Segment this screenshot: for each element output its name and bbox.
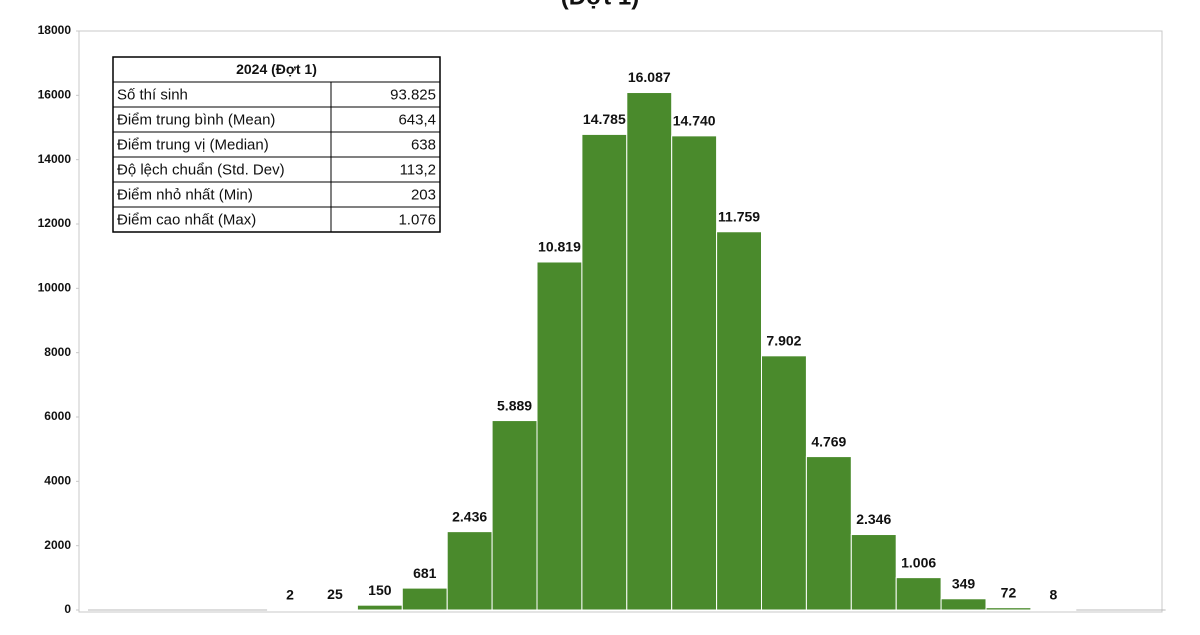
table-label: Điểm nhỏ nhất (Min): [117, 186, 253, 203]
table-value: 643,4: [398, 111, 436, 128]
y-tick-label: 10000: [38, 281, 72, 295]
y-tick-label: 4000: [44, 474, 71, 488]
bar: [357, 605, 402, 610]
data-label: 14.785: [583, 111, 626, 127]
y-tick-label: 16000: [38, 88, 72, 102]
y-tick-label: 8000: [44, 345, 71, 359]
data-label: 7.902: [766, 333, 801, 349]
data-label: 10.819: [538, 239, 581, 255]
y-tick-label: 14000: [38, 152, 72, 166]
data-label: 349: [952, 575, 976, 591]
data-label: 681: [413, 565, 437, 581]
y-tick-label: 6000: [44, 409, 71, 423]
table-title: 2024 (Đợt 1): [236, 61, 317, 77]
bar: [896, 578, 941, 610]
table-value: 93.825: [390, 86, 436, 103]
bar: [313, 609, 358, 610]
table-label: Điểm trung vị (Median): [117, 136, 269, 153]
y-tick-label: 0: [64, 602, 71, 616]
bar: [762, 356, 807, 610]
bar: [717, 232, 762, 610]
bar: [582, 134, 627, 610]
data-label: 25: [327, 586, 343, 602]
chart-title: (Đợt 1): [561, 0, 639, 10]
bar: [941, 599, 986, 610]
table-value: 638: [411, 136, 436, 153]
bar: [537, 262, 582, 610]
bar: [806, 457, 851, 610]
table-label: Độ lệch chuẩn (Std. Dev): [117, 161, 285, 178]
table-label: Số thí sinh: [117, 86, 188, 103]
table-value: 1.076: [398, 211, 436, 228]
data-label: 1.006: [901, 554, 936, 570]
data-label: 150: [368, 582, 392, 598]
y-tick-label: 18000: [38, 23, 72, 37]
data-label: 2.436: [452, 508, 487, 524]
data-label: 2.346: [856, 511, 891, 527]
bar: [986, 608, 1031, 610]
data-label: 8: [1049, 586, 1057, 602]
table-label: Điểm trung bình (Mean): [117, 111, 275, 128]
bar: [492, 421, 537, 610]
table-value: 113,2: [400, 161, 436, 178]
data-label: 11.759: [718, 208, 760, 224]
data-label: 14.740: [673, 113, 716, 129]
table-value: 203: [411, 186, 436, 203]
bar: [851, 535, 896, 610]
bar: [627, 93, 672, 610]
bar: [672, 136, 717, 610]
data-label: 72: [1001, 584, 1017, 600]
bar: [447, 532, 492, 610]
data-label: 2: [286, 587, 294, 603]
bar: [402, 588, 447, 610]
table-label: Điểm cao nhất (Max): [117, 211, 256, 228]
y-tick-label: 2000: [44, 538, 71, 552]
data-label: 4.769: [811, 433, 846, 449]
data-label: 16.087: [628, 69, 671, 85]
y-tick-label: 12000: [38, 216, 72, 230]
data-label: 5.889: [497, 397, 532, 413]
